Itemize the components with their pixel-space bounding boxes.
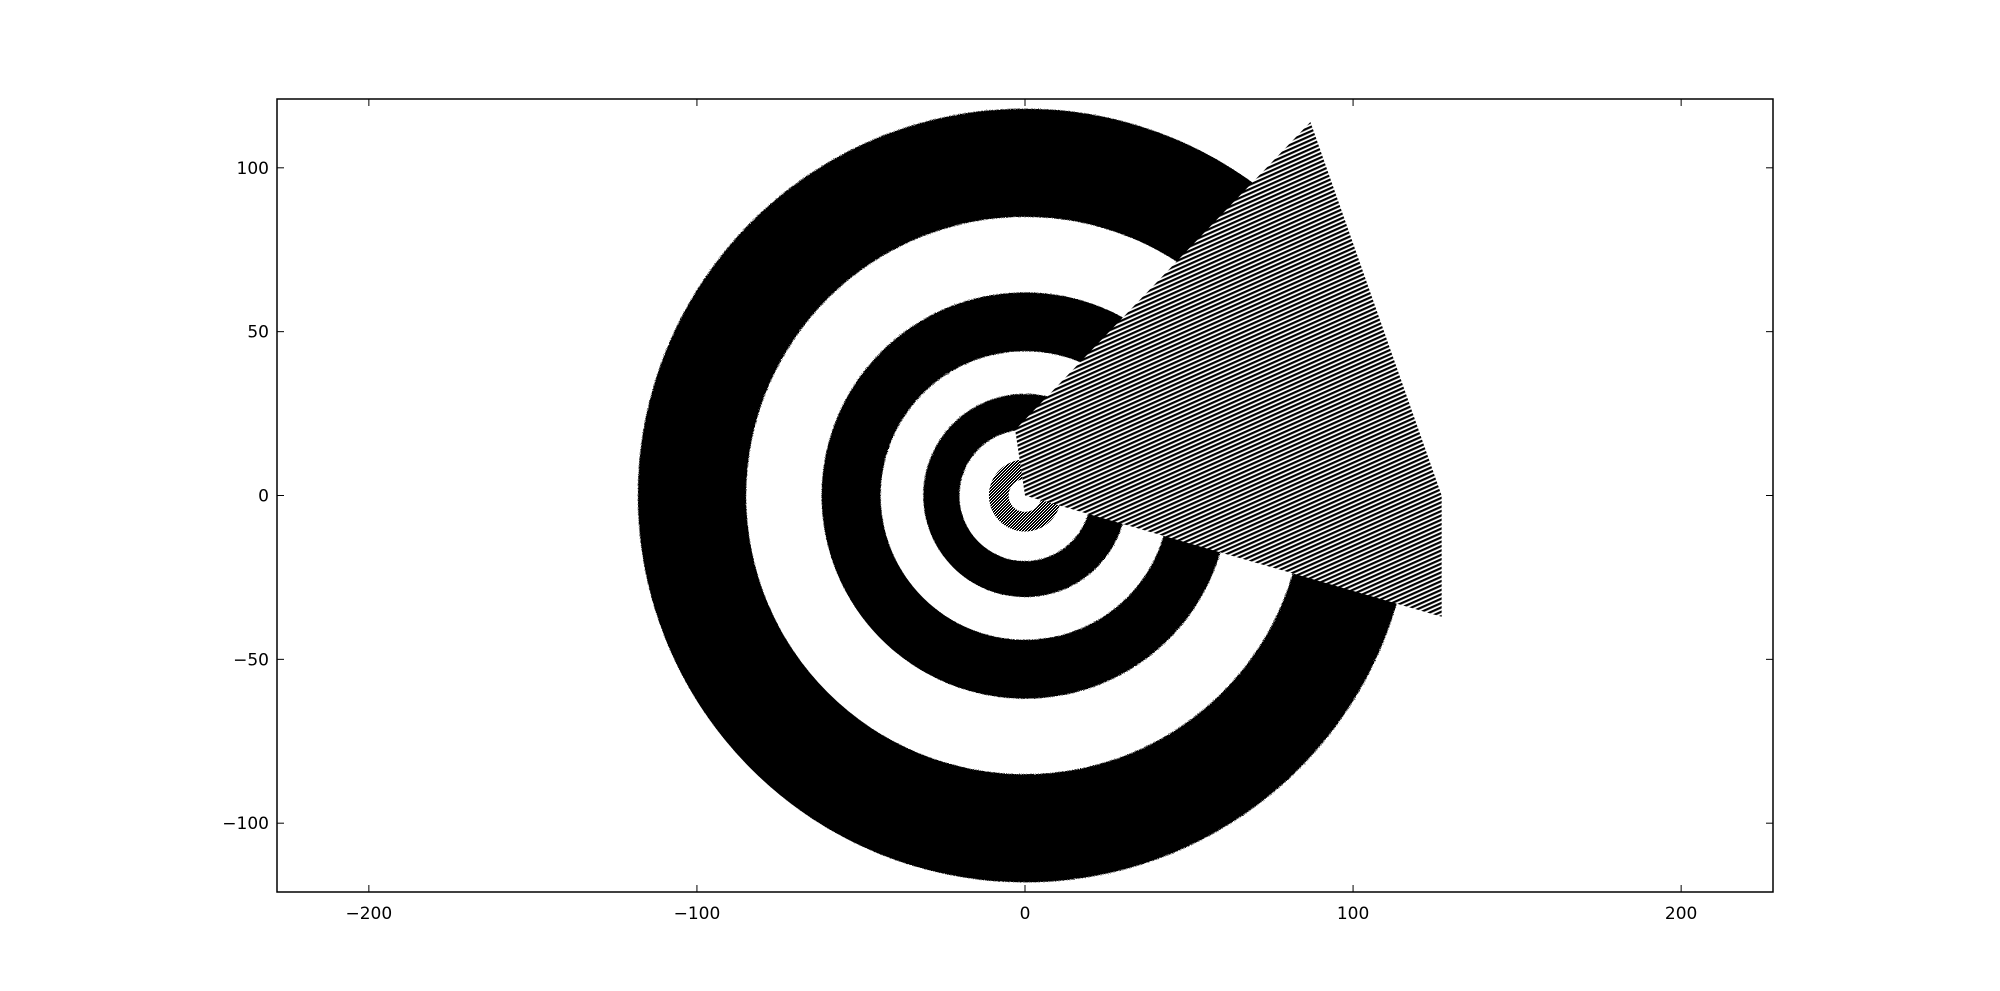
x-tick-label: 200 xyxy=(1665,904,1697,924)
plot-content xyxy=(637,108,1442,883)
y-tick-label: −100 xyxy=(222,814,269,834)
y-tick-label: 50 xyxy=(247,323,269,343)
x-tick-label: 0 xyxy=(1020,904,1031,924)
wedge-sector xyxy=(1015,121,1442,617)
y-axis: −100 −50 0 50 100 xyxy=(222,159,1773,834)
x-axis: −200 −100 0 100 200 xyxy=(346,99,1697,924)
y-tick-label: −50 xyxy=(233,650,269,670)
x-tick-label: −100 xyxy=(674,904,721,924)
x-tick-label: −200 xyxy=(346,904,393,924)
y-tick-label: 100 xyxy=(237,159,269,179)
y-tick-label: 0 xyxy=(258,487,269,507)
x-tick-label: 100 xyxy=(1337,904,1369,924)
